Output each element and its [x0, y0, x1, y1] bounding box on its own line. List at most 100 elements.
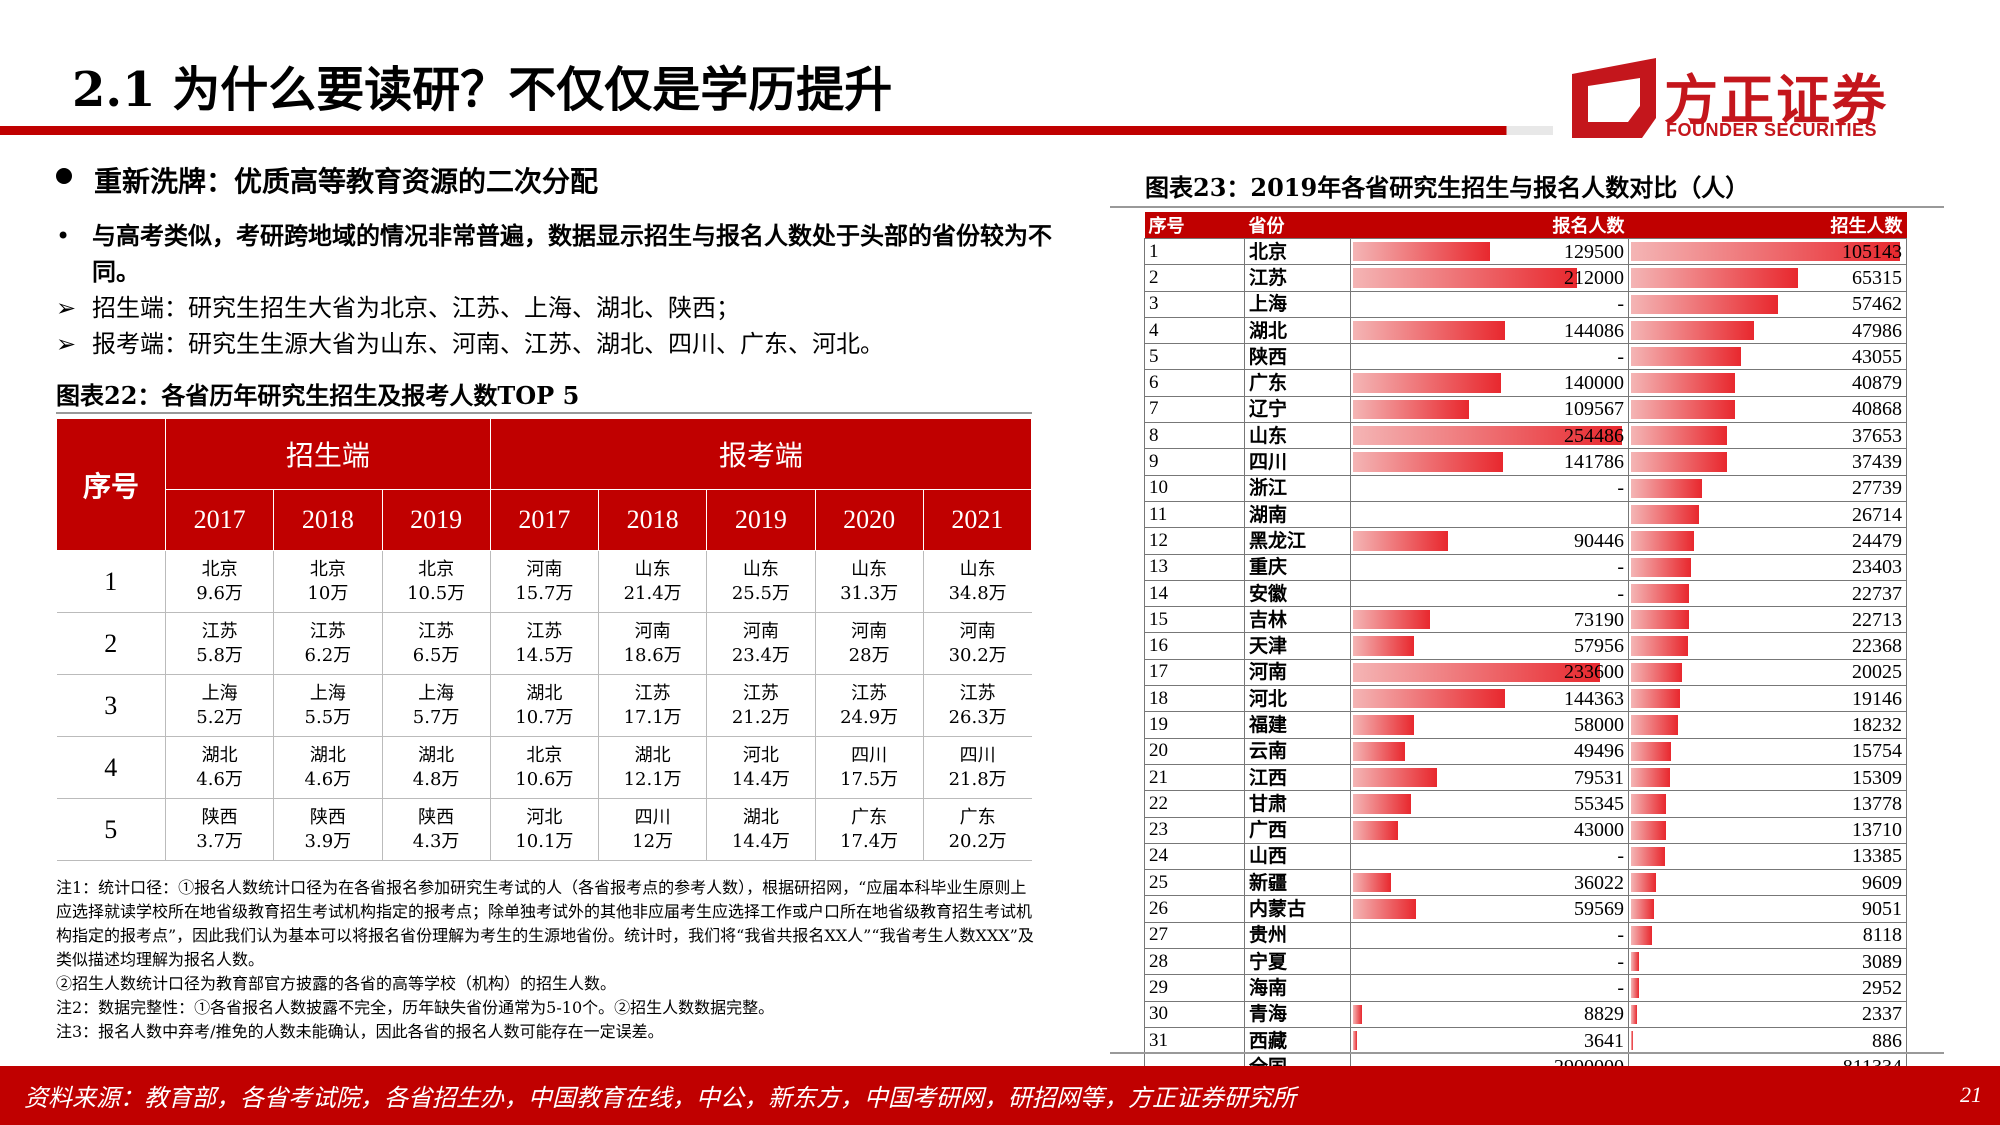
table22-year-header: 2017 [164, 489, 275, 551]
table23-enroll-cell: 57462 [1628, 290, 1907, 318]
table23-province: 浙江 [1244, 474, 1351, 502]
table23-province: 四川 [1244, 448, 1351, 476]
table23-apply-bar [1353, 741, 1406, 761]
cell-count: 10.5万 [407, 582, 466, 604]
table23-header: 序号 [1144, 212, 1245, 239]
bullet-marker: ➢ [56, 330, 77, 358]
table23-seq: 22 [1144, 790, 1245, 818]
table22-cell: 江苏 21.2万 [706, 674, 815, 737]
table23-province: 甘肃 [1244, 790, 1351, 818]
table23-enroll-value: 26714 [1852, 503, 1902, 526]
table23-enroll-bar [1631, 846, 1666, 867]
table23-apply-bar [1353, 320, 1506, 341]
table23-apply-cell: - [1350, 974, 1629, 1002]
table23-enroll-cell: 37439 [1628, 448, 1907, 476]
table22-cell: 江苏 17.1万 [597, 674, 707, 737]
bullet-dot-icon [56, 168, 72, 184]
table23: 序号 省份 报名人数 招生人数 1 北京 129500 105143 2 江苏 212000 653… [1144, 212, 1907, 1081]
table23-province: 山西 [1244, 842, 1351, 871]
table23-seq: 23 [1144, 816, 1245, 844]
table23-enroll-bar [1631, 767, 1671, 788]
page-number: 21 [1960, 1082, 1982, 1107]
title-rule [0, 126, 1553, 135]
table23-enroll-cell: 2952 [1628, 974, 1907, 1002]
table23-row: 3 上海 - 57462 [1144, 290, 1907, 318]
table22-cell: 江苏 6.2万 [273, 612, 382, 675]
table23-enroll-value: 40879 [1852, 372, 1902, 395]
table23-seq: 18 [1144, 685, 1245, 713]
cell-province: 江苏 [851, 682, 888, 704]
table23-row: 19 福建 58000 18232 [1144, 711, 1907, 739]
table22-cell: 河南 15.7万 [489, 550, 599, 613]
table22-cell: 四川 12万 [597, 798, 707, 861]
table23-apply-cell: 49496 [1350, 737, 1629, 765]
cell-province: 山东 [742, 558, 779, 580]
cell-province: 江苏 [959, 682, 996, 704]
table23-enroll-bar [1631, 662, 1683, 683]
table22-year-header: 2019 [706, 489, 816, 551]
table23-enroll-cell: 105143 [1628, 237, 1907, 266]
cell-count: 5.7万 [412, 706, 460, 728]
table23-apply-cell: 129500 [1350, 237, 1629, 266]
table23-enroll-cell: 47986 [1628, 316, 1907, 345]
table23-province: 辽宁 [1244, 395, 1351, 424]
cell-province: 江苏 [634, 682, 671, 704]
table23-seq: 31 [1144, 1026, 1245, 1055]
table23-enroll-value: 40868 [1852, 398, 1902, 421]
cell-province: 江苏 [526, 620, 563, 642]
table23-enroll-bar [1631, 899, 1655, 919]
table23-seq: 2 [1144, 264, 1245, 292]
table23-row: 28 宁夏 - 3089 [1144, 948, 1907, 976]
table22-cell: 广东 20.2万 [922, 798, 1032, 861]
table23-apply-bar [1353, 662, 1600, 683]
table23-header: 省份 [1244, 212, 1351, 239]
table23-apply-value: 8829 [1584, 1003, 1624, 1026]
bullet-text: 招生端：研究生招生大省为北京、江苏、上海、湖北、陕西； [92, 294, 740, 322]
table23-row: 12 黑龙江 90446 24479 [1144, 527, 1907, 555]
table23-apply-cell: - [1350, 842, 1629, 871]
bullet-item: ➢ 报考端：研究生生源大省为山东、河南、江苏、湖北、四川、广东、河北。 [52, 326, 1052, 362]
table23-enroll-bar [1631, 741, 1672, 761]
table23-enroll-bar [1631, 583, 1690, 604]
table23-province: 新疆 [1244, 869, 1351, 897]
cell-province: 山东 [851, 558, 888, 580]
table23-row: 27 贵州 - 8118 [1144, 921, 1907, 950]
table22-seq: 3 [56, 674, 166, 737]
table23-enroll-cell: 26714 [1628, 500, 1907, 529]
cell-count: 17.5万 [840, 768, 899, 790]
table23-enroll-value: 2952 [1862, 976, 1902, 999]
table23-enroll-bar [1631, 925, 1652, 946]
table23-apply-bar [1353, 531, 1449, 551]
table22-cell: 湖北 12.1万 [597, 736, 707, 799]
table23-enroll-cell: 23403 [1628, 553, 1907, 581]
table23-apply-bar [1353, 242, 1490, 262]
table23-enroll-cell: 15754 [1628, 737, 1907, 765]
table22-cell: 河南 30.2万 [922, 612, 1032, 675]
cell-count: 10万 [307, 582, 349, 604]
table23-apply-value: 57956 [1574, 635, 1624, 658]
cell-count: 4.6万 [304, 768, 352, 790]
cell-province: 陕西 [201, 806, 238, 828]
cell-province: 上海 [309, 682, 346, 704]
table23-apply-value: 141786 [1564, 451, 1624, 474]
table23-enroll-bar [1631, 978, 1639, 998]
cell-count: 5.8万 [196, 644, 243, 666]
cell-province: 上海 [201, 682, 238, 704]
table23-apply-bar [1353, 268, 1577, 288]
table23-enroll-value: 13778 [1852, 792, 1902, 815]
table23-apply-cell: - [1350, 921, 1629, 950]
table23-apply-cell: - [1350, 343, 1629, 371]
table23-province: 河南 [1244, 658, 1351, 687]
table23-apply-bar [1353, 426, 1622, 446]
table23-enroll-cell: 18232 [1628, 711, 1907, 739]
table22-cell: 陕西 4.3万 [381, 798, 491, 861]
table22-cell: 河南 23.4万 [706, 612, 815, 675]
cell-province: 陕西 [309, 806, 346, 828]
table22-title-rule [56, 412, 1032, 414]
cell-province: 广东 [851, 806, 888, 828]
table23-seq: 5 [1144, 343, 1245, 371]
table23-apply-cell: 144086 [1350, 316, 1629, 345]
table23-province: 陕西 [1244, 343, 1351, 371]
table23-seq: 21 [1144, 763, 1245, 792]
table23-row: 7 辽宁 109567 40868 [1144, 395, 1907, 424]
